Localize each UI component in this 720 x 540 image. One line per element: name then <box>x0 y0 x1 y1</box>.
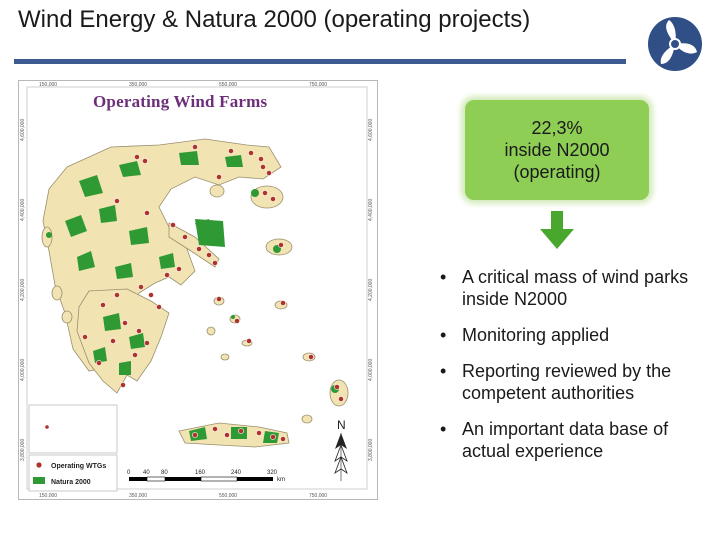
map-left-coord: 4,200,000 <box>20 279 26 301</box>
map-top-coord: 150,000 <box>39 82 57 88</box>
bullet-text: A critical mass of wind parks inside N20… <box>462 267 689 309</box>
map-bottom-coord: 550,000 <box>219 493 237 499</box>
map-left-coord: 4,000,000 <box>20 359 26 381</box>
bullet-dot: • <box>440 325 447 345</box>
map-left-coord: 4,600,000 <box>20 119 26 141</box>
bullet-dot: • <box>440 361 447 381</box>
bullet-item: • An important data base of actual exper… <box>436 418 706 462</box>
bullet-dot: • <box>440 267 447 287</box>
stat-callout: 22,3% inside N2000 (operating) <box>465 100 649 200</box>
north-label: N <box>337 418 346 432</box>
legend-wtg-label: Operating WTGs <box>51 463 106 470</box>
map-right-coord: 4,000,000 <box>368 359 374 381</box>
north-arrow-icon: N <box>334 418 348 481</box>
stat-text: 22,3% inside N2000 (operating) <box>504 118 610 182</box>
map-right-coord: 4,600,000 <box>368 119 374 141</box>
operating-wind-farms-map: 150,000 350,000 550,000 750,000 150,000 … <box>18 80 378 500</box>
map-bottom-coord: 150,000 <box>39 493 57 499</box>
bullet-item: • A critical mass of wind parks inside N… <box>436 266 706 310</box>
scale-tick: 40 <box>143 470 150 476</box>
bullet-text: An important data base of actual experie… <box>462 419 669 461</box>
map-top-coord: 350,000 <box>129 82 147 88</box>
map-right-coord: 3,800,000 <box>368 439 374 461</box>
scale-tick: 320 <box>267 470 278 476</box>
bullet-list: • A critical mass of wind parks inside N… <box>436 266 706 476</box>
bullet-text: Monitoring applied <box>462 325 610 345</box>
map-title: Operating Wind Farms <box>93 92 268 111</box>
map-bottom-coord: 350,000 <box>129 493 147 499</box>
scale-tick: 160 <box>195 470 206 476</box>
map-right-coord: 4,200,000 <box>368 279 374 301</box>
scale-bar: 0 40 80 160 240 320 km <box>127 470 285 483</box>
map-bottom-coord: 750,000 <box>309 493 327 499</box>
map-inset-frame <box>28 404 118 454</box>
legend-natura-swatch <box>33 477 45 484</box>
scale-tick: 240 <box>231 470 242 476</box>
map-left-coord: 3,800,000 <box>20 439 26 461</box>
bullet-dot: • <box>440 419 447 439</box>
slide-title: Wind Energy & Natura 2000 (operating pro… <box>18 6 531 33</box>
legend-wtg-marker <box>36 462 42 468</box>
map-legend: Operating WTGs Natura 2000 <box>28 454 118 492</box>
title-underline <box>14 59 626 64</box>
down-arrow-icon <box>540 211 574 249</box>
map-left-coord: 4,400,000 <box>20 199 26 221</box>
map-top-coord: 550,000 <box>219 82 237 88</box>
scale-unit: km <box>277 477 285 483</box>
bullet-item: • Reporting reviewed by the competent au… <box>436 360 706 404</box>
map-right-coord: 4,400,000 <box>368 199 374 221</box>
bullet-text: Reporting reviewed by the competent auth… <box>462 361 672 403</box>
legend-natura-label: Natura 2000 <box>51 479 91 486</box>
bullet-item: • Monitoring applied <box>436 324 706 346</box>
scale-tick: 80 <box>161 470 168 476</box>
triskelion-turbine-logo <box>648 17 702 71</box>
map-top-coord: 750,000 <box>309 82 327 88</box>
scale-tick: 0 <box>127 470 131 476</box>
inset-wtg-marker <box>45 425 49 429</box>
